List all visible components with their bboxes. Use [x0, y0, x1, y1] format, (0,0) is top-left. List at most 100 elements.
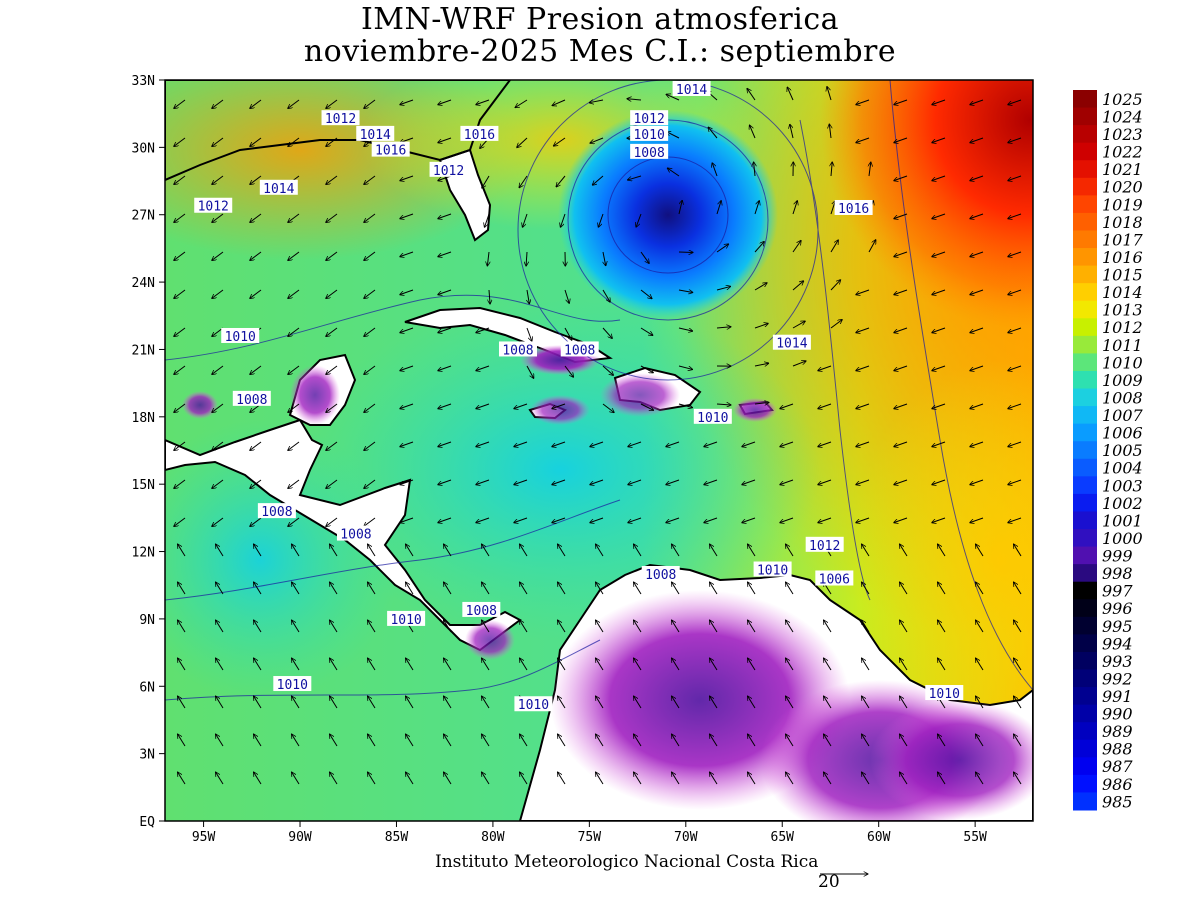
contour-label-bg [925, 685, 964, 701]
wind-vector [444, 696, 452, 709]
wind-vector [792, 321, 805, 329]
contour-label-bg [387, 610, 426, 626]
wind-vector [666, 441, 680, 447]
wind-vector [292, 582, 300, 595]
colorbar-swatch [1073, 564, 1097, 583]
wind-vector [596, 620, 604, 633]
colorbar-swatch [1073, 739, 1097, 758]
wind-vector [288, 441, 300, 450]
wind-vector [900, 544, 908, 557]
wind-vector [640, 365, 653, 373]
wind-vector [444, 772, 452, 785]
wind-vector [1008, 289, 1022, 295]
wind-vector [250, 213, 262, 222]
wind-vector [900, 772, 908, 785]
wind-vector [603, 251, 606, 266]
wind-vector [400, 251, 414, 257]
wind-vector [856, 137, 870, 143]
wind-vector [216, 772, 224, 785]
wind-vector [627, 99, 642, 100]
wind-vector [288, 327, 300, 336]
wind-vector [517, 137, 528, 148]
contour-label: 1010 [757, 564, 788, 579]
colorbar-label: 1011 [1102, 336, 1143, 355]
colorbar-swatch [1073, 529, 1097, 548]
wind-vector [862, 620, 870, 633]
wind-vector [710, 734, 718, 747]
wind-vector [831, 162, 832, 177]
contour-label-bg [257, 503, 296, 519]
wind-vector [254, 620, 262, 633]
colorbar-swatch [1073, 511, 1097, 530]
wind-vector [894, 289, 908, 295]
contour-label-bg [356, 125, 395, 141]
wind-vector [400, 441, 414, 447]
wind-vector [368, 696, 376, 709]
contour-label: 1010 [518, 698, 549, 713]
wind-vector [558, 696, 566, 709]
wind-vector [748, 772, 756, 785]
wind-vector [932, 403, 946, 409]
colorbar-label: 1013 [1102, 301, 1143, 320]
wind-vector [938, 582, 946, 595]
contour-label: 1008 [645, 568, 676, 583]
wind-vector [790, 124, 794, 139]
wind-vector [970, 479, 984, 485]
wind-vector [628, 441, 642, 447]
wind-vector [250, 441, 262, 450]
wind-vector [482, 772, 490, 785]
colorbar-swatch [1073, 757, 1097, 776]
wind-vector [742, 441, 756, 447]
colorbar-label: 1005 [1102, 441, 1143, 460]
wind-vector [938, 544, 946, 557]
wind-vector [174, 175, 186, 184]
colorbar-label: 1023 [1102, 125, 1143, 144]
wind-vector [216, 734, 224, 747]
wind-vector [476, 441, 490, 447]
wind-vector [438, 403, 452, 409]
wind-vector [666, 517, 680, 523]
wind-vector [212, 251, 224, 260]
wind-vector [330, 582, 338, 595]
vector-reference-label: 20 [818, 872, 840, 892]
wind-vector [364, 289, 376, 298]
wind-vector [716, 327, 731, 328]
contour-label-bg [772, 334, 811, 350]
wind-vector [856, 441, 870, 447]
wind-vector [326, 327, 338, 336]
wind-vector [672, 544, 680, 557]
colorbar-swatch [1073, 90, 1097, 109]
colorbar-label: 997 [1102, 582, 1133, 601]
wind-vector [742, 517, 756, 523]
wind-vector [932, 213, 946, 219]
wind-vector [178, 582, 186, 595]
wind-vector [754, 242, 764, 253]
wind-vector [596, 734, 604, 747]
colorbar-label: 992 [1102, 669, 1133, 688]
colorbar-swatch [1073, 634, 1097, 653]
contour-label-bg [232, 390, 271, 406]
wind-vector [178, 620, 186, 633]
wind-vector [526, 251, 527, 266]
wind-vector [514, 441, 528, 447]
wind-vector [364, 479, 376, 488]
colorbar-swatch [1073, 160, 1097, 179]
wind-vector [1014, 772, 1022, 785]
lon-tick-label: 90W [288, 830, 312, 845]
lat-tick-label: 21N [132, 343, 155, 358]
wind-vector [326, 213, 338, 222]
wind-vector [1014, 582, 1022, 595]
wind-vector [976, 696, 984, 709]
wind-vector [710, 658, 718, 671]
wind-vector [292, 696, 300, 709]
wind-vector [786, 658, 794, 671]
wind-vector [932, 99, 946, 105]
wind-vector [747, 88, 756, 101]
wind-vector [708, 127, 718, 139]
wind-vector [862, 582, 870, 595]
wind-vector [326, 365, 338, 374]
wind-vector [634, 544, 642, 557]
colorbar-swatch [1073, 493, 1097, 512]
wind-vector [482, 734, 490, 747]
